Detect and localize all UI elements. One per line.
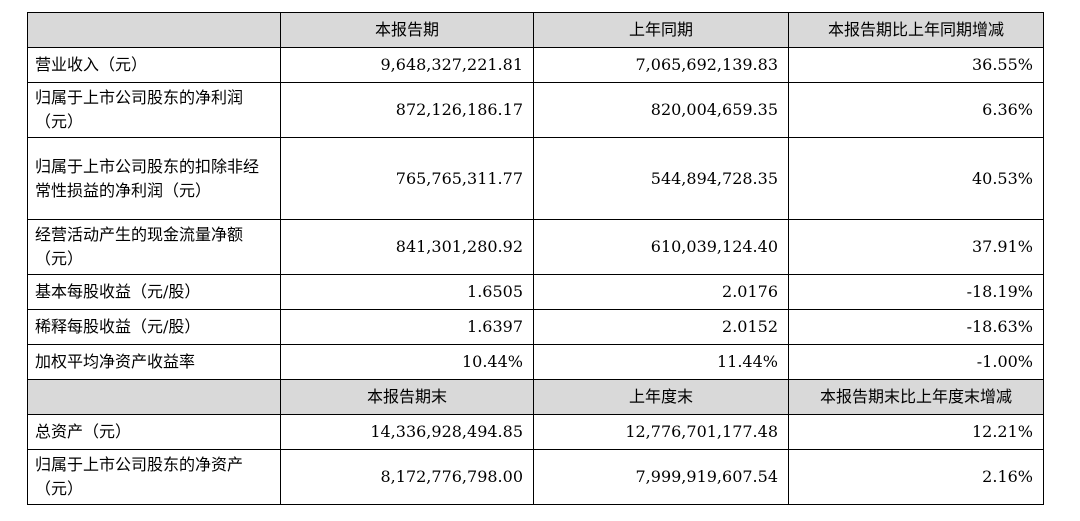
header-row-period: 本报告期 上年同期 本报告期比上年同期增减 [27, 12, 1044, 48]
table-row: 归属于上市公司股东的净资产（元） 8,172,776,798.00 7,999,… [27, 449, 1044, 505]
table-row: 营业收入（元） 9,648,327,221.81 7,065,692,139.8… [27, 47, 1044, 83]
current-value: 872,126,186.17 [280, 82, 534, 138]
prior-value: 610,039,124.40 [533, 219, 789, 275]
prior-value: 7,065,692,139.83 [533, 47, 789, 83]
financial-summary-table: 本报告期 上年同期 本报告期比上年同期增减 营业收入（元） 9,648,327,… [27, 12, 1044, 505]
current-value: 10.44% [280, 344, 534, 380]
row-label: 总资产（元） [27, 414, 281, 450]
header-row-period-end: 本报告期末 上年度末 本报告期末比上年度末增减 [27, 379, 1044, 415]
table-row: 总资产（元） 14,336,928,494.85 12,776,701,177.… [27, 414, 1044, 450]
change-value: 2.16% [788, 449, 1044, 505]
change-value: -1.00% [788, 344, 1044, 380]
current-value: 14,336,928,494.85 [280, 414, 534, 450]
prior-value: 2.0152 [533, 309, 789, 345]
header-prior-year-end: 上年度末 [533, 379, 789, 415]
table-row: 加权平均净资产收益率 10.44% 11.44% -1.00% [27, 344, 1044, 380]
header-period-end-change: 本报告期末比上年度末增减 [788, 379, 1044, 415]
header-current-period-end: 本报告期末 [280, 379, 534, 415]
change-value: -18.19% [788, 274, 1044, 310]
prior-value: 11.44% [533, 344, 789, 380]
header-blank-cell [27, 379, 281, 415]
header-current-period: 本报告期 [280, 12, 534, 48]
table-row: 基本每股收益（元/股） 1.6505 2.0176 -18.19% [27, 274, 1044, 310]
change-value: 40.53% [788, 137, 1044, 220]
prior-value: 2.0176 [533, 274, 789, 310]
change-value: 36.55% [788, 47, 1044, 83]
current-value: 8,172,776,798.00 [280, 449, 534, 505]
row-label: 归属于上市公司股东的净资产（元） [27, 449, 281, 505]
current-value: 841,301,280.92 [280, 219, 534, 275]
row-label: 稀释每股收益（元/股） [27, 309, 281, 345]
prior-value: 7,999,919,607.54 [533, 449, 789, 505]
current-value: 9,648,327,221.81 [280, 47, 534, 83]
change-value: 6.36% [788, 82, 1044, 138]
header-period-change: 本报告期比上年同期增减 [788, 12, 1044, 48]
row-label: 基本每股收益（元/股） [27, 274, 281, 310]
table-row: 稀释每股收益（元/股） 1.6397 2.0152 -18.63% [27, 309, 1044, 345]
table-row: 归属于上市公司股东的扣除非经常性损益的净利润（元） 765,765,311.77… [27, 137, 1044, 220]
table-row: 归属于上市公司股东的净利润（元） 872,126,186.17 820,004,… [27, 82, 1044, 138]
header-blank-cell [27, 12, 281, 48]
change-value: -18.63% [788, 309, 1044, 345]
change-value: 37.91% [788, 219, 1044, 275]
row-label: 归属于上市公司股东的净利润（元） [27, 82, 281, 138]
current-value: 1.6505 [280, 274, 534, 310]
table-row: 经营活动产生的现金流量净额（元） 841,301,280.92 610,039,… [27, 219, 1044, 275]
prior-value: 820,004,659.35 [533, 82, 789, 138]
prior-value: 544,894,728.35 [533, 137, 789, 220]
prior-value: 12,776,701,177.48 [533, 414, 789, 450]
row-label: 营业收入（元） [27, 47, 281, 83]
row-label: 加权平均净资产收益率 [27, 344, 281, 380]
header-prior-period: 上年同期 [533, 12, 789, 48]
current-value: 1.6397 [280, 309, 534, 345]
change-value: 12.21% [788, 414, 1044, 450]
row-label: 经营活动产生的现金流量净额（元） [27, 219, 281, 275]
current-value: 765,765,311.77 [280, 137, 534, 220]
row-label: 归属于上市公司股东的扣除非经常性损益的净利润（元） [27, 137, 281, 220]
